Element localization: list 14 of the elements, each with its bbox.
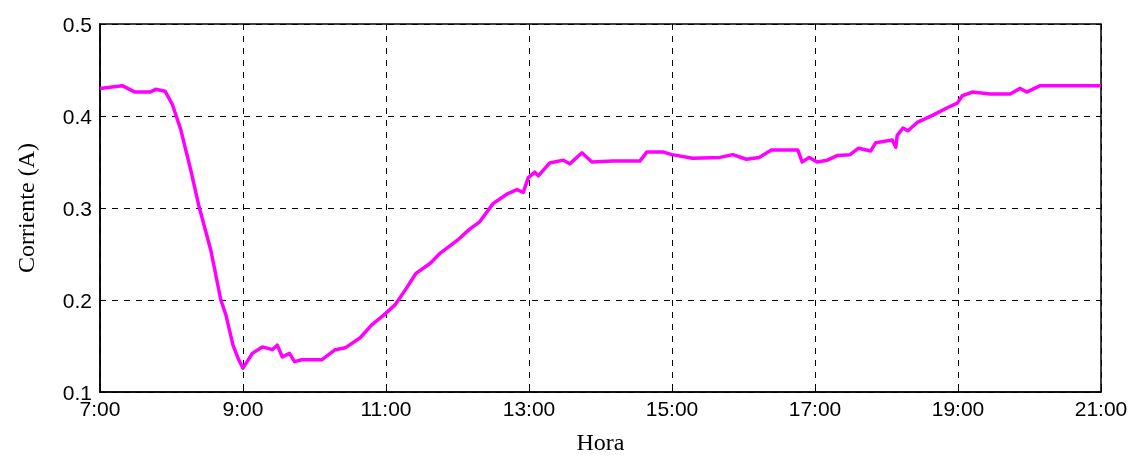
x-tick-label: 21:00 — [1074, 397, 1128, 420]
x-tick-label: 17:00 — [788, 397, 842, 420]
y-tick-label: 0.5 — [62, 12, 92, 36]
line-series — [98, 83, 1103, 370]
y-tick-label: 0.4 — [62, 104, 93, 128]
y-axis-title: Corriente (A) — [13, 143, 39, 273]
x-tick-label: 9:00 — [222, 397, 264, 420]
y-tick-label: 0.3 — [62, 196, 92, 220]
x-tick-label: 11:00 — [360, 397, 412, 420]
y-tick-label: 0.2 — [62, 288, 92, 312]
x-tick-label: 19:00 — [931, 397, 985, 420]
x-tick-label: 13:00 — [502, 397, 556, 420]
x-axis-title: Hora — [576, 429, 625, 455]
x-tick-label: 15:00 — [645, 397, 699, 420]
